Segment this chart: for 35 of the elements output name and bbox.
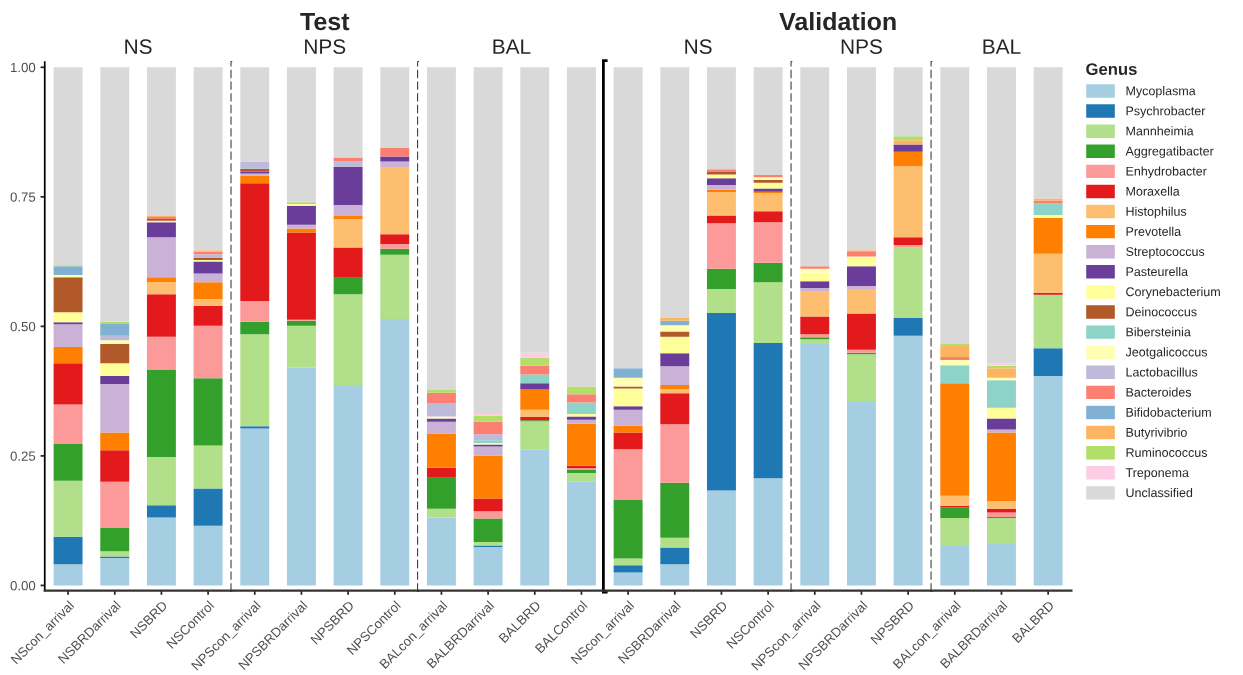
legend-label: Streptococcus xyxy=(1126,247,1205,259)
legend-label: Enhydrobacter xyxy=(1126,166,1207,179)
legend-label: Lactobacillus xyxy=(1126,367,1198,377)
chart-title: NS xyxy=(685,39,712,54)
chart-title: NS xyxy=(125,39,152,54)
chart-title: BAL xyxy=(493,39,531,54)
legend-label: Aggregatibacter xyxy=(1125,146,1214,158)
text: Test xyxy=(300,12,350,31)
chart-title: BAL xyxy=(983,39,1021,54)
y-tick-label: 0.50 xyxy=(10,321,36,332)
legend-label: Butyrivibrio xyxy=(1126,427,1187,440)
legend-label: Moraxella xyxy=(1126,186,1180,196)
legend-label: Unclassified xyxy=(1126,487,1193,498)
legend-label: Bacteroides xyxy=(1126,387,1192,397)
text: Validation xyxy=(779,11,896,31)
legend-label: Treponema xyxy=(1125,468,1189,480)
y-tick-label: 0.00 xyxy=(10,581,36,591)
legend-label: Bibersteinia xyxy=(1126,327,1191,337)
y-tick-label: 0.25 xyxy=(10,451,36,461)
chart-title: NPS xyxy=(305,39,346,54)
y-tick-label: 0.75 xyxy=(10,192,36,202)
legend-label: Mycoplasma xyxy=(1126,86,1196,98)
legend-label: Histophilus xyxy=(1126,206,1187,219)
legend-label: Ruminococcus xyxy=(1126,447,1208,457)
legend-label: Bifidobacterium xyxy=(1126,407,1211,417)
legend-label: Deinococcus xyxy=(1126,307,1197,317)
legend-title: Genus xyxy=(1086,63,1137,76)
legend-label: Mannheimia xyxy=(1126,126,1194,136)
y-tick-label: 1.00 xyxy=(11,62,36,73)
chart-title: NPS xyxy=(841,39,882,54)
legend-label: Psychrobacter xyxy=(1126,106,1206,118)
legend-label: Pasteurella xyxy=(1126,266,1189,277)
legend-label: Corynebacterium xyxy=(1126,287,1220,299)
legend-label: Jeotgalicoccus xyxy=(1125,347,1208,359)
legend-label: Prevotella xyxy=(1126,226,1182,236)
